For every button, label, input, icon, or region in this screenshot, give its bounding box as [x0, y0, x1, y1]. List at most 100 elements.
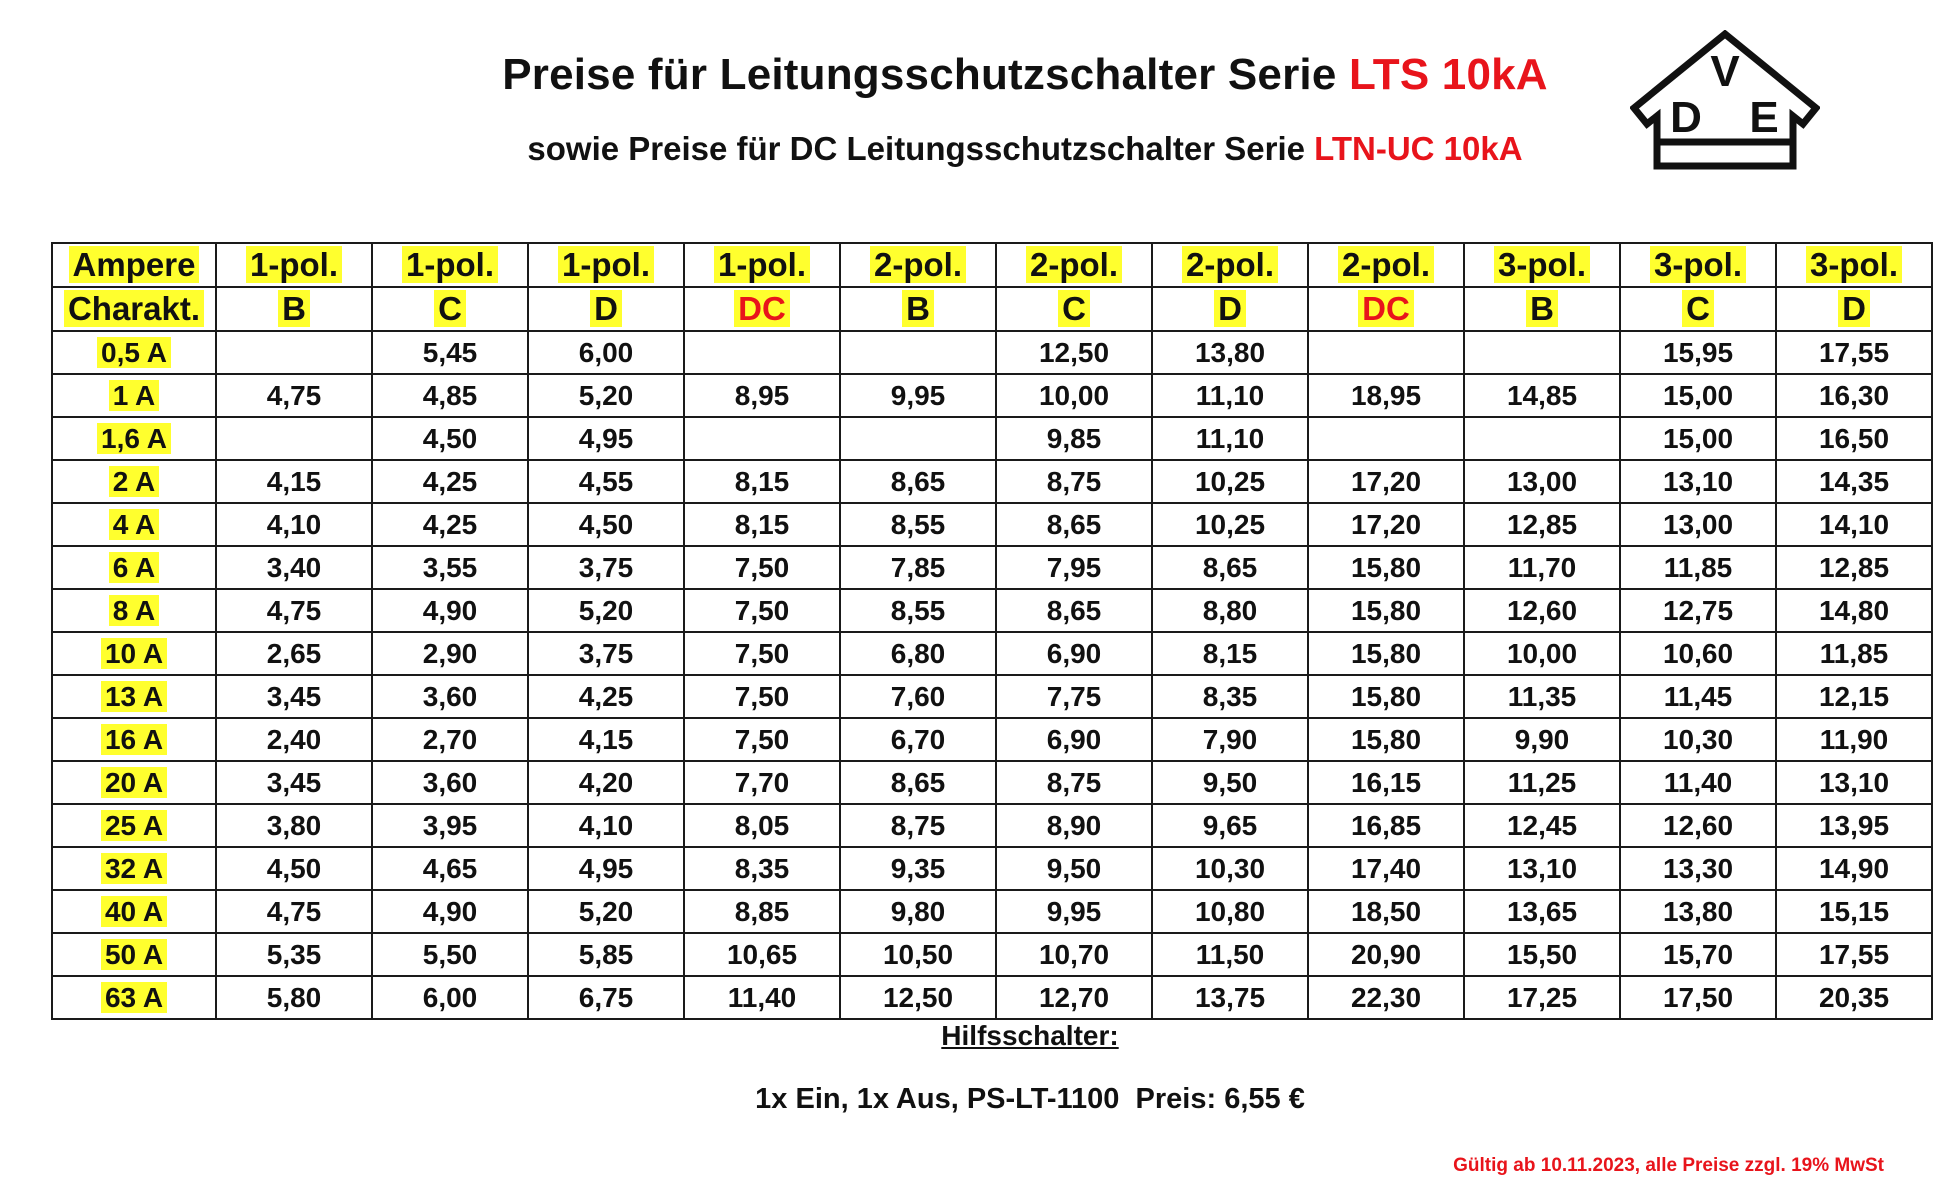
price-cell: 15,80 [1307, 631, 1465, 676]
header-cell: 3-pol. [1463, 242, 1621, 288]
price-cell: 13,10 [1619, 459, 1777, 504]
price-cell: 8,80 [1151, 588, 1309, 633]
page-subtitle: sowie Preise für DC Leitungsschutzschalt… [0, 130, 1954, 168]
price-cell: 8,85 [683, 889, 841, 934]
price-cell: 22,30 [1307, 975, 1465, 1020]
price-cell [683, 330, 841, 375]
price-cell: 8,75 [839, 803, 997, 848]
auxiliary-switch-title: Hilfsschalter: [941, 1020, 1119, 1051]
price-cell: 8,75 [995, 760, 1153, 805]
price-cell: 9,95 [995, 889, 1153, 934]
price-cell: 4,75 [215, 588, 373, 633]
header-label: 3-pol. [1494, 246, 1590, 283]
price-cell: 12,85 [1463, 502, 1621, 547]
header-label: B [902, 290, 934, 327]
price-cell: 9,95 [839, 373, 997, 418]
price-cell: 11,70 [1463, 545, 1621, 590]
price-cell: 7,85 [839, 545, 997, 590]
table-row: 6 A 3,40 3,55 3,75 7,50 7,85 7,95 8,65 15,80 11,7… [51, 545, 1933, 590]
header-label: B [278, 290, 310, 327]
price-cell: 5,20 [527, 588, 685, 633]
header-row-characteristic: Charakt. B C D DC B C D DC B C D [51, 286, 1933, 332]
header-label: 2-pol. [1026, 246, 1122, 283]
price-cell: 13,00 [1619, 502, 1777, 547]
price-cell: 17,25 [1463, 975, 1621, 1020]
price-cell: 5,80 [215, 975, 373, 1020]
price-cell: 12,85 [1775, 545, 1933, 590]
table-row: 2 A 4,15 4,25 4,55 8,15 8,65 8,75 10,25 17,20 13,… [51, 459, 1933, 504]
price-cell: 9,90 [1463, 717, 1621, 762]
header-label: 1-pol. [714, 246, 810, 283]
price-cell: 4,15 [527, 717, 685, 762]
price-cell: 4,25 [371, 459, 529, 504]
price-cell: 3,45 [215, 674, 373, 719]
subtitle-prefix: sowie Preise für DC Leitungsschutzschalt… [527, 130, 1315, 167]
price-cell: 17,50 [1619, 975, 1777, 1020]
price-cell: 8,55 [839, 588, 997, 633]
price-cell: 13,10 [1463, 846, 1621, 891]
price-cell: 3,75 [527, 545, 685, 590]
price-cell: 9,85 [995, 416, 1153, 461]
header-label: 2-pol. [1338, 246, 1434, 283]
header-label: C [1682, 290, 1714, 327]
price-cell: 11,45 [1619, 674, 1777, 719]
ampere-cell: 32 A [51, 846, 217, 891]
table-row: 1 A 4,75 4,85 5,20 8,95 9,95 10,00 11,10 18,95 14… [51, 373, 1933, 418]
table-row: 13 A 3,45 3,60 4,25 7,50 7,60 7,75 8,35 15,80 11,… [51, 674, 1933, 719]
price-cell: 7,75 [995, 674, 1153, 719]
price-cell: 14,85 [1463, 373, 1621, 418]
header-cell: 2-pol. [1307, 242, 1465, 288]
table-row: 20 A 3,45 3,60 4,20 7,70 8,65 8,75 9,50 16,15 11,… [51, 760, 1933, 805]
price-cell: 9,50 [1151, 760, 1309, 805]
price-cell: 18,95 [1307, 373, 1465, 418]
header-cell: C [995, 286, 1153, 332]
price-cell: 3,60 [371, 674, 529, 719]
ampere-label: 1 A [108, 379, 160, 411]
price-cell: 15,70 [1619, 932, 1777, 977]
price-cell: 7,60 [839, 674, 997, 719]
ampere-label: 40 A [100, 895, 168, 927]
price-cell: 13,95 [1775, 803, 1933, 848]
header-label: D [1214, 290, 1246, 327]
price-cell: 17,20 [1307, 502, 1465, 547]
price-cell: 5,50 [371, 932, 529, 977]
price-cell: 8,35 [1151, 674, 1309, 719]
price-cell: 10,00 [995, 373, 1153, 418]
price-cell: 9,50 [995, 846, 1153, 891]
price-cell: 10,70 [995, 932, 1153, 977]
ampere-label: 16 A [100, 723, 168, 755]
header-label: 2-pol. [870, 246, 966, 283]
ampere-label: 6 A [108, 551, 160, 583]
price-cell: 13,80 [1151, 330, 1309, 375]
price-cell: 2,65 [215, 631, 373, 676]
header-cell: 2-pol. [839, 242, 997, 288]
price-cell: 8,55 [839, 502, 997, 547]
header-label: C [434, 290, 466, 327]
price-cell: 13,75 [1151, 975, 1309, 1020]
ampere-cell: 0,5 A [51, 330, 217, 375]
price-cell: 11,10 [1151, 416, 1309, 461]
header-cell: 2-pol. [995, 242, 1153, 288]
price-cell: 5,20 [527, 373, 685, 418]
header-row-pole: Ampere 1-pol. 1-pol. 1-pol. 1-pol. 2-pol… [51, 242, 1933, 288]
header-cell: 1-pol. [683, 242, 841, 288]
header-label-dc: DC [1358, 290, 1414, 327]
price-cell: 13,10 [1775, 760, 1933, 805]
header-label: 1-pol. [402, 246, 498, 283]
price-cell: 7,70 [683, 760, 841, 805]
price-cell: 15,80 [1307, 717, 1465, 762]
price-cell: 7,90 [1151, 717, 1309, 762]
ampere-label: 10 A [100, 637, 168, 669]
price-cell: 6,00 [527, 330, 685, 375]
price-cell: 8,05 [683, 803, 841, 848]
price-cell [215, 416, 373, 461]
price-cell: 15,00 [1619, 373, 1777, 418]
price-cell: 8,90 [995, 803, 1153, 848]
header-cell: 1-pol. [215, 242, 373, 288]
header-cell: D [1775, 286, 1933, 332]
price-cell: 6,90 [995, 717, 1153, 762]
price-cell: 12,75 [1619, 588, 1777, 633]
table-row: 10 A 2,65 2,90 3,75 7,50 6,80 6,90 8,15 15,80 10,… [51, 631, 1933, 676]
price-cell: 4,25 [527, 674, 685, 719]
price-cell: 4,20 [527, 760, 685, 805]
